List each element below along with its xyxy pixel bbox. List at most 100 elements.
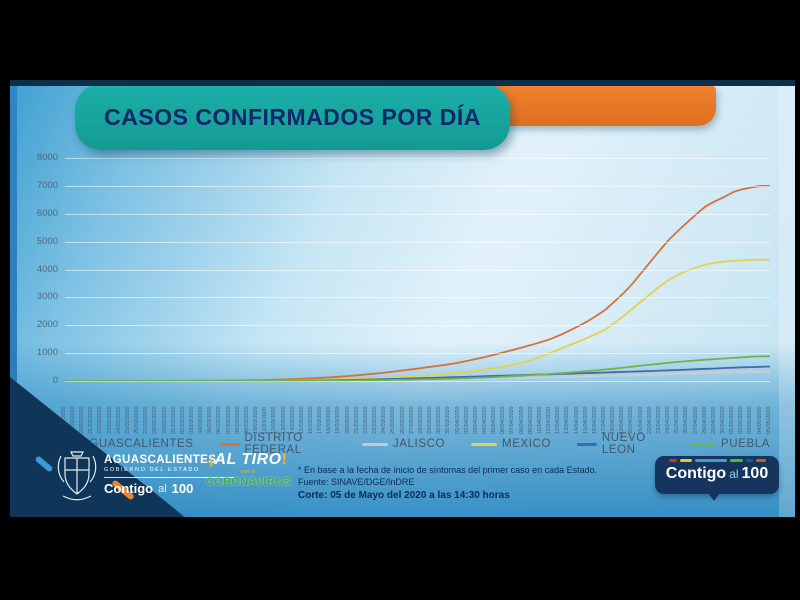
x-axis-tick-label: 23/04/2020 bbox=[655, 406, 662, 434]
badge-text: Contigo al 100 bbox=[666, 465, 768, 483]
source-note-block: * En base a la fecha de inicio de síntom… bbox=[298, 464, 648, 501]
slogan-100: 100 bbox=[171, 481, 194, 496]
x-axis-tick-label: 16/04/2020 bbox=[591, 406, 598, 434]
altiro-title: ¡AL TIRO! bbox=[206, 451, 290, 469]
gridline bbox=[65, 269, 770, 271]
x-axis-tick-label: 14/03/2020 bbox=[289, 406, 296, 434]
x-axis-tick-label: 18/03/2020 bbox=[326, 406, 333, 434]
legend-label: MEXICO bbox=[502, 438, 552, 450]
x-axis-tick-label: 17/04/2020 bbox=[600, 406, 607, 434]
x-axis-tick-label: 01/03/2020 bbox=[170, 406, 177, 434]
x-axis-tick-label: 23/02/2020 bbox=[106, 406, 113, 434]
dash bbox=[694, 459, 727, 462]
x-axis-tick-label: 08/04/2020 bbox=[518, 406, 525, 434]
x-axis-tick-label: 11/04/2020 bbox=[546, 406, 553, 434]
x-axis-tick-label: 28/02/2020 bbox=[152, 406, 159, 434]
chart-legend: AGUASCALIENTES DISTRITO FEDERAL JALISCO MEX… bbox=[50, 432, 770, 456]
x-axis-tick-label: 29/03/2020 bbox=[427, 406, 434, 434]
x-axis-tick-label: 04/03/2020 bbox=[198, 406, 205, 434]
x-axis-tick-label: 27/02/2020 bbox=[143, 406, 150, 434]
legend-swatch-icon bbox=[361, 442, 388, 446]
x-axis-tick-label: 01/04/2020 bbox=[454, 406, 461, 434]
legend-label: DISTRITO FEDERAL bbox=[244, 432, 303, 456]
x-axis-tick-label: 22/03/2020 bbox=[362, 406, 369, 434]
x-axis-tick-label: 08/03/2020 bbox=[234, 406, 241, 434]
altiro-excl-close: ! bbox=[281, 451, 288, 468]
x-axis-tick-label: 19/03/2020 bbox=[335, 406, 342, 434]
x-axis-tick-label: 12/04/2020 bbox=[555, 406, 562, 434]
slogan-contigo: Contigo bbox=[104, 481, 154, 496]
x-axis-tick-label: 01/05/2020 bbox=[729, 406, 736, 434]
x-axis-tick-label: 10/04/2020 bbox=[536, 406, 543, 434]
x-axis-tick-label: 02/05/2020 bbox=[738, 406, 745, 434]
x-axis-tick-label: 24/02/2020 bbox=[115, 406, 122, 434]
y-axis-tick-label: 8000 bbox=[36, 152, 58, 163]
legend-item: DISTRITO FEDERAL bbox=[219, 432, 336, 456]
contigo-al-100-badge: Contigo al 100 bbox=[655, 456, 779, 494]
x-axis-tick-label: 25/02/2020 bbox=[124, 406, 131, 434]
x-axis-tick-label: 25/04/2020 bbox=[674, 406, 681, 434]
x-axis-tick-label: 03/03/2020 bbox=[188, 406, 195, 434]
badge-contigo: Contigo bbox=[665, 465, 727, 482]
x-axis-tick-label: 03/04/2020 bbox=[472, 406, 479, 434]
x-axis-tick-label: 05/04/2020 bbox=[491, 406, 498, 434]
x-axis-tick-label: 11/03/2020 bbox=[262, 406, 269, 434]
y-axis-tick-label: 2000 bbox=[36, 319, 58, 331]
x-axis-tick-label: 30/04/2020 bbox=[720, 406, 727, 434]
x-axis-tick-label: 21/03/2020 bbox=[353, 406, 360, 434]
orange-accent-bar bbox=[490, 86, 716, 126]
x-axis-tick-label: 22/04/2020 bbox=[646, 406, 653, 434]
y-axis-tick-label: 0 bbox=[52, 375, 58, 386]
note-line-1: * En base a la fecha de inicio de síntom… bbox=[298, 465, 598, 475]
x-axis-tick-label: 18/04/2020 bbox=[610, 406, 617, 434]
x-axis-tick-label: 03/05/2020 bbox=[747, 406, 754, 434]
legend-item: JALISCO bbox=[361, 438, 445, 450]
dash bbox=[679, 459, 692, 462]
dash bbox=[755, 459, 766, 462]
x-axis-tick-label: 06/04/2020 bbox=[500, 406, 507, 434]
gridline bbox=[65, 213, 770, 215]
gridline bbox=[65, 297, 770, 299]
state-coat-of-arms-icon bbox=[57, 451, 97, 501]
x-axis-tick-label: 20/04/2020 bbox=[628, 406, 635, 434]
x-axis-tick-label: 05/05/2020 bbox=[765, 406, 772, 434]
page-title: CASOS CONFIRMADOS POR DÍA bbox=[104, 103, 481, 130]
legend-item: PUEBLA bbox=[690, 438, 770, 450]
gridline bbox=[65, 381, 770, 382]
legend-swatch-icon bbox=[219, 442, 240, 446]
presentation-slide: CASOS CONFIRMADOS POR DÍA 0 1000 2000 3000 4… bbox=[10, 80, 795, 517]
y-axis-tick-label: 6000 bbox=[36, 207, 58, 219]
y-axis-tick-label: 7000 bbox=[36, 179, 58, 191]
x-axis-tick-label: 26/04/2020 bbox=[683, 406, 690, 434]
badge-al: al bbox=[729, 467, 739, 481]
x-axis-tick-label: 19/04/2020 bbox=[619, 406, 626, 434]
altiro-coronavirus: CORONAVIRUS bbox=[206, 475, 291, 488]
x-axis-tick-label: 09/03/2020 bbox=[243, 406, 250, 434]
x-axis-tick-label: 30/03/2020 bbox=[436, 406, 443, 434]
x-axis-tick-label: 04/05/2020 bbox=[756, 406, 763, 434]
left-edge-strip bbox=[10, 80, 17, 517]
title-banner: CASOS CONFIRMADOS POR DÍA bbox=[75, 84, 510, 150]
x-axis-tick-label: 24/04/2020 bbox=[665, 406, 672, 434]
dash bbox=[668, 459, 677, 462]
x-axis-tick-label: 20/03/2020 bbox=[344, 406, 351, 434]
x-axis-tick-label: 31/03/2020 bbox=[445, 406, 452, 434]
gridline bbox=[65, 185, 770, 187]
dash bbox=[745, 459, 753, 462]
x-axis-tick-label: 24/03/2020 bbox=[381, 406, 388, 434]
right-edge-strip bbox=[779, 80, 795, 517]
x-axis-tick-label: 15/03/2020 bbox=[298, 406, 305, 434]
x-axis-tick-label: 17/03/2020 bbox=[317, 406, 324, 434]
x-axis-tick-label: 29/02/2020 bbox=[161, 406, 168, 434]
altiro-excl-open: ¡ bbox=[208, 451, 215, 468]
legend-label: PUEBLA bbox=[721, 438, 770, 450]
legend-label: AGUASCALIENTES bbox=[81, 438, 194, 450]
badge-100: 100 bbox=[741, 465, 769, 482]
x-axis-tick-label: 16/03/2020 bbox=[308, 406, 314, 434]
y-axis-tick-label: 3000 bbox=[36, 291, 58, 303]
x-axis-tick-label: 15/04/2020 bbox=[582, 406, 589, 434]
badge-color-dashes bbox=[668, 459, 766, 462]
altiro-coronavirus-logo: ¡AL TIRO! con el CORONAVIRUS bbox=[206, 451, 291, 488]
legend-item: MEXICO bbox=[471, 438, 551, 450]
